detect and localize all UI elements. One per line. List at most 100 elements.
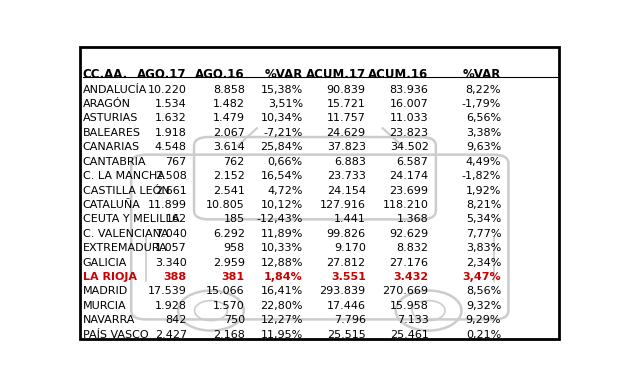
Text: GALICIA: GALICIA <box>83 257 127 268</box>
Text: ACUM.16: ACUM.16 <box>368 68 429 81</box>
Text: 17.539: 17.539 <box>148 286 187 296</box>
Text: CANTABRIA: CANTABRIA <box>83 157 147 167</box>
Text: 5,34%: 5,34% <box>466 214 501 224</box>
Text: 10.805: 10.805 <box>206 200 245 210</box>
Text: 388: 388 <box>163 272 187 282</box>
Text: 90.839: 90.839 <box>327 85 366 95</box>
Text: CATALUÑA: CATALUÑA <box>83 200 140 210</box>
Text: 23.699: 23.699 <box>389 186 429 196</box>
Text: 8.832: 8.832 <box>397 243 429 253</box>
Text: 1.482: 1.482 <box>213 99 245 109</box>
Text: 2.168: 2.168 <box>213 330 245 340</box>
Text: 11,95%: 11,95% <box>261 330 303 340</box>
Text: -1,79%: -1,79% <box>462 99 501 109</box>
Text: 1.570: 1.570 <box>213 301 245 311</box>
Text: 3.432: 3.432 <box>394 272 429 282</box>
Text: 3,38%: 3,38% <box>466 128 501 138</box>
Text: 22,80%: 22,80% <box>260 301 303 311</box>
Text: %VAR: %VAR <box>265 68 303 81</box>
Text: C. LA MANCHA: C. LA MANCHA <box>83 171 165 181</box>
Text: 3.340: 3.340 <box>155 257 187 268</box>
Text: 750: 750 <box>224 315 245 325</box>
Text: PAÍS VASCO: PAÍS VASCO <box>83 330 149 340</box>
Text: 23.733: 23.733 <box>327 171 366 181</box>
Text: 9,63%: 9,63% <box>466 142 501 152</box>
Text: 8.858: 8.858 <box>213 85 245 95</box>
Text: 11.757: 11.757 <box>327 113 366 123</box>
Text: 15.066: 15.066 <box>206 286 245 296</box>
Text: 118.210: 118.210 <box>383 200 429 210</box>
Text: 293.839: 293.839 <box>319 286 366 296</box>
Text: 9.170: 9.170 <box>334 243 366 253</box>
Text: 1.057: 1.057 <box>155 243 187 253</box>
Text: 7.133: 7.133 <box>397 315 429 325</box>
Text: 2.661: 2.661 <box>155 186 187 196</box>
Text: 2.959: 2.959 <box>213 257 245 268</box>
Text: MURCIA: MURCIA <box>83 301 127 311</box>
Text: 10,34%: 10,34% <box>261 113 303 123</box>
Text: 83.936: 83.936 <box>390 85 429 95</box>
Text: 11,89%: 11,89% <box>260 229 303 239</box>
Text: 34.502: 34.502 <box>390 142 429 152</box>
Text: ACUM.17: ACUM.17 <box>306 68 366 81</box>
Text: 2.152: 2.152 <box>213 171 245 181</box>
Text: NAVARRA: NAVARRA <box>83 315 135 325</box>
Text: 3.614: 3.614 <box>213 142 245 152</box>
Text: 2.427: 2.427 <box>155 330 187 340</box>
Text: 27.812: 27.812 <box>326 257 366 268</box>
Text: 27.176: 27.176 <box>389 257 429 268</box>
Text: 99.826: 99.826 <box>326 229 366 239</box>
Text: 3,47%: 3,47% <box>462 272 501 282</box>
Text: 2,34%: 2,34% <box>466 257 501 268</box>
Text: 15.721: 15.721 <box>327 99 366 109</box>
Text: 12,27%: 12,27% <box>260 315 303 325</box>
Text: -7,21%: -7,21% <box>263 128 303 138</box>
Text: CC.AA.: CC.AA. <box>83 68 128 81</box>
Text: MADRID: MADRID <box>83 286 128 296</box>
Text: -12,43%: -12,43% <box>256 214 303 224</box>
Text: 6.587: 6.587 <box>397 157 429 167</box>
Text: 23.823: 23.823 <box>389 128 429 138</box>
Text: 16,41%: 16,41% <box>261 286 303 296</box>
Text: 25,84%: 25,84% <box>260 142 303 152</box>
Text: 10,12%: 10,12% <box>261 200 303 210</box>
Text: C. VALENCIANA: C. VALENCIANA <box>83 229 168 239</box>
Text: ANDALUCÍA: ANDALUCÍA <box>83 85 147 95</box>
Text: 842: 842 <box>165 315 187 325</box>
Text: 1,92%: 1,92% <box>466 186 501 196</box>
Text: 270.669: 270.669 <box>383 286 429 296</box>
Text: 10.220: 10.220 <box>148 85 187 95</box>
Text: 162: 162 <box>166 214 187 224</box>
Text: 24.174: 24.174 <box>389 171 429 181</box>
Text: AGO.17: AGO.17 <box>137 68 187 81</box>
Text: 25.515: 25.515 <box>327 330 366 340</box>
Text: 127.916: 127.916 <box>319 200 366 210</box>
Text: 24.629: 24.629 <box>326 128 366 138</box>
Text: 24.154: 24.154 <box>327 186 366 196</box>
Text: 2.067: 2.067 <box>213 128 245 138</box>
Text: CEUTA Y MELILLA: CEUTA Y MELILLA <box>83 214 180 224</box>
Text: 8,22%: 8,22% <box>466 85 501 95</box>
Text: 9,32%: 9,32% <box>466 301 501 311</box>
Text: 3.551: 3.551 <box>331 272 366 282</box>
Text: 3,51%: 3,51% <box>268 99 303 109</box>
Text: 0,66%: 0,66% <box>268 157 303 167</box>
Text: LA RIOJA: LA RIOJA <box>83 272 137 282</box>
Text: 2.508: 2.508 <box>155 171 187 181</box>
Text: 12,88%: 12,88% <box>260 257 303 268</box>
Text: 1,84%: 1,84% <box>264 272 303 282</box>
Text: 1.441: 1.441 <box>334 214 366 224</box>
Text: BALEARES: BALEARES <box>83 128 141 138</box>
Text: 6.292: 6.292 <box>213 229 245 239</box>
Text: 10,33%: 10,33% <box>261 243 303 253</box>
Text: 11.899: 11.899 <box>148 200 187 210</box>
Text: 1.368: 1.368 <box>397 214 429 224</box>
Text: ASTURIAS: ASTURIAS <box>83 113 138 123</box>
Text: 1.479: 1.479 <box>213 113 245 123</box>
Text: 7.796: 7.796 <box>334 315 366 325</box>
Text: 1.632: 1.632 <box>155 113 187 123</box>
Text: 17.446: 17.446 <box>327 301 366 311</box>
Text: %VAR: %VAR <box>463 68 501 81</box>
Text: 1.918: 1.918 <box>155 128 187 138</box>
Text: 4,72%: 4,72% <box>267 186 303 196</box>
